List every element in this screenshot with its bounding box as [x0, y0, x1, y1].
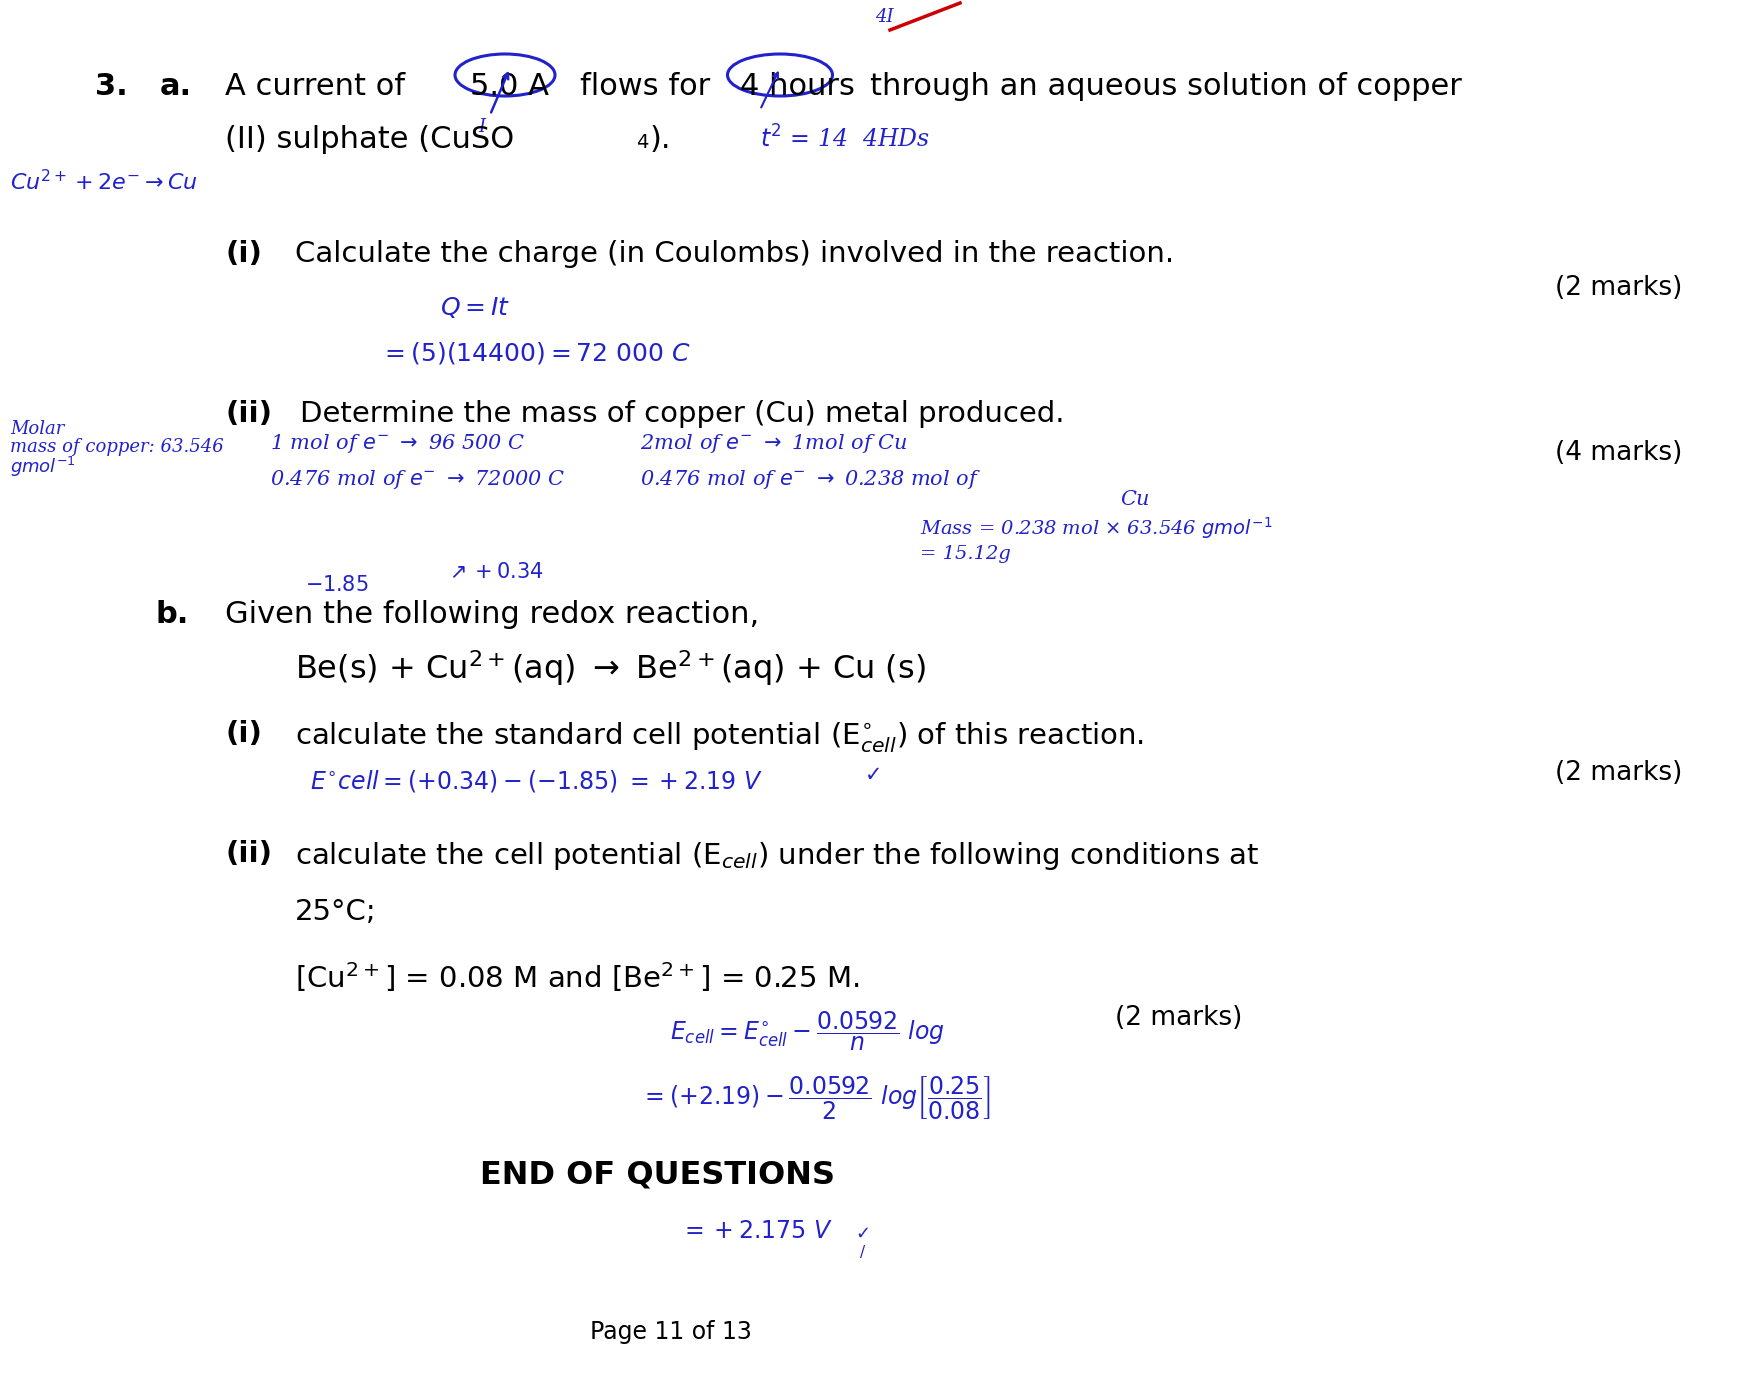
Text: $Cu^{2+}+2e^{-}\rightarrow Cu$: $Cu^{2+}+2e^{-}\rightarrow Cu$	[10, 169, 198, 196]
Text: [Cu$^{2+}$] = 0.08 M and [Be$^{2+}$] = 0.25 M.: [Cu$^{2+}$] = 0.08 M and [Be$^{2+}$] = 0…	[296, 960, 859, 994]
Text: Given the following redox reaction,: Given the following redox reaction,	[226, 599, 760, 628]
Text: $= (+2.19) - \dfrac{0.0592}{2}\ log\left[\dfrac{0.25}{0.08}\right]$: $= (+2.19) - \dfrac{0.0592}{2}\ log\left…	[640, 1075, 990, 1122]
Text: mass of copper: 63.546: mass of copper: 63.546	[10, 438, 224, 456]
Text: $= (5)(14400) = 72\ 000\ C$: $= (5)(14400) = 72\ 000\ C$	[380, 340, 691, 367]
Text: $t^{2}$ = 14  4HDs: $t^{2}$ = 14 4HDs	[760, 125, 929, 152]
Text: (i): (i)	[226, 719, 262, 748]
Text: END OF QUESTIONS: END OF QUESTIONS	[480, 1160, 835, 1191]
Text: Page 11 of 13: Page 11 of 13	[590, 1320, 752, 1344]
Text: (ii): (ii)	[226, 841, 271, 868]
Text: calculate the standard cell potential (E$^{\circ}_{cell}$) of this reaction.: calculate the standard cell potential (E…	[296, 719, 1144, 754]
Text: (4 marks): (4 marks)	[1556, 440, 1682, 466]
Text: $Q = It$: $Q = It$	[439, 295, 511, 320]
Text: 3.: 3.	[94, 72, 128, 101]
Text: 4I: 4I	[875, 8, 894, 26]
Text: Mass = 0.238 mol $\times$ 63.546 $gmol^{-1}$: Mass = 0.238 mol $\times$ 63.546 $gmol^{…	[920, 515, 1272, 542]
Text: Cu: Cu	[1120, 491, 1150, 508]
Text: through an aqueous solution of copper: through an aqueous solution of copper	[870, 72, 1461, 101]
Text: 1 mol of $e^{-}$ $\rightarrow$ 96 500 C: 1 mol of $e^{-}$ $\rightarrow$ 96 500 C	[270, 431, 525, 455]
Text: Determine the mass of copper (Cu) metal produced.: Determine the mass of copper (Cu) metal …	[299, 400, 1064, 429]
Text: $=+2.175\ V$: $=+2.175\ V$	[681, 1220, 833, 1243]
Text: $gmol^{-1}$: $gmol^{-1}$	[10, 455, 75, 480]
Text: Molar: Molar	[10, 420, 65, 438]
Text: $\nearrow +0.34$: $\nearrow +0.34$	[444, 562, 544, 582]
Text: Be(s) + Cu$^{2+}$(aq) $\rightarrow$ Be$^{2+}$(aq) + Cu (s): Be(s) + Cu$^{2+}$(aq) $\rightarrow$ Be$^…	[296, 648, 926, 688]
Text: ).: ).	[649, 125, 672, 154]
Text: = 15.12g: = 15.12g	[920, 546, 1011, 564]
Text: $E_{cell} = E^{\circ}_{cell} - \dfrac{0.0592}{n}\ log$: $E_{cell} = E^{\circ}_{cell} - \dfrac{0.…	[670, 1010, 945, 1053]
Text: I: I	[478, 119, 485, 136]
Text: 0.476 mol of $e^{-}$ $\rightarrow$ 0.238 mol of: 0.476 mol of $e^{-}$ $\rightarrow$ 0.238…	[640, 469, 982, 491]
Text: (i): (i)	[226, 240, 262, 267]
Text: (II) sulphate (CuSO: (II) sulphate (CuSO	[226, 125, 514, 154]
Text: ✓: ✓	[864, 765, 882, 785]
Text: $-1.85$: $-1.85$	[304, 575, 369, 595]
Text: Calculate the charge (in Coulombs) involved in the reaction.: Calculate the charge (in Coulombs) invol…	[296, 240, 1174, 267]
Text: 5.0 A: 5.0 A	[471, 72, 550, 101]
Text: $E^{\circ}cell = (+0.34) - (-1.85)\ =+2.19\ V$: $E^{\circ}cell = (+0.34) - (-1.85)\ =+2.…	[310, 768, 763, 794]
Text: flows for: flows for	[579, 72, 710, 101]
Text: (2 marks): (2 marks)	[1115, 1005, 1242, 1031]
Text: 25°C;: 25°C;	[296, 898, 376, 926]
Text: b.: b.	[156, 599, 189, 628]
Text: 4: 4	[635, 134, 649, 152]
Text: ✓: ✓	[856, 1225, 870, 1243]
Text: 0.476 mol of $e^{-}$ $\rightarrow$ 72000 C: 0.476 mol of $e^{-}$ $\rightarrow$ 72000…	[270, 469, 565, 491]
Text: calculate the cell potential (E$_{cell}$) under the following conditions at: calculate the cell potential (E$_{cell}$…	[296, 841, 1260, 872]
Text: (ii): (ii)	[226, 400, 271, 429]
Text: (2 marks): (2 marks)	[1556, 761, 1682, 785]
Text: A current of: A current of	[226, 72, 404, 101]
Text: (2 marks): (2 marks)	[1556, 276, 1682, 300]
Text: /: /	[859, 1244, 864, 1259]
Text: 4 hours: 4 hours	[740, 72, 856, 101]
Text: a.: a.	[159, 72, 192, 101]
Text: 2mol of $e^{-}$ $\rightarrow$ 1mol of Cu: 2mol of $e^{-}$ $\rightarrow$ 1mol of Cu	[640, 431, 906, 455]
